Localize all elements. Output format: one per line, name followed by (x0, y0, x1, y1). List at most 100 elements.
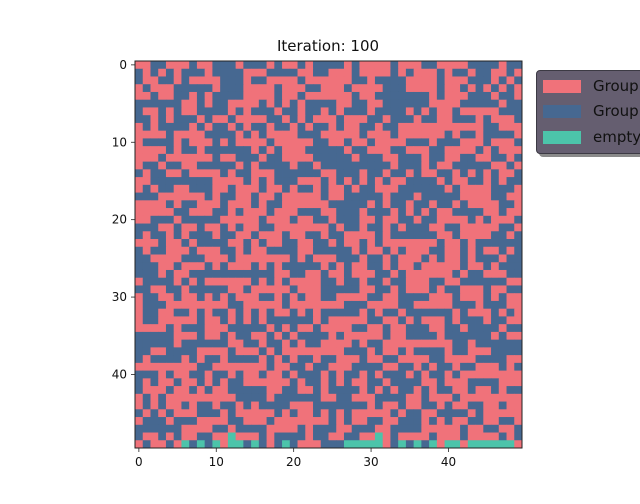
heatmap-cell (398, 424, 407, 433)
heatmap-cell (204, 386, 213, 395)
heatmap-cell (429, 130, 438, 139)
heatmap-cell (336, 161, 345, 170)
heatmap-cell (158, 68, 167, 77)
heatmap-cell (413, 285, 422, 294)
heatmap-cell (498, 378, 507, 387)
heatmap-cell (413, 417, 422, 426)
heatmap-cell (514, 76, 523, 85)
heatmap-cell (413, 215, 422, 224)
heatmap-cell (405, 254, 415, 263)
heatmap-cell (506, 122, 515, 132)
heatmap-cell (413, 262, 422, 271)
heatmap-cell (173, 401, 182, 410)
heatmap-cell (196, 440, 206, 449)
heatmap-cell (452, 122, 461, 132)
heatmap-cell (336, 401, 345, 410)
heatmap-cell (390, 339, 399, 348)
heatmap-cell (135, 115, 144, 124)
heatmap-cell (150, 192, 159, 201)
heatmap-cell (181, 91, 190, 101)
heatmap-cell (282, 277, 291, 286)
heatmap-cell (313, 169, 322, 178)
heatmap-cell (150, 339, 159, 348)
heatmap-cell (444, 393, 453, 402)
heatmap-cell (243, 91, 252, 101)
heatmap-cell (258, 122, 267, 132)
heatmap-cell (382, 293, 391, 302)
heatmap-cell (382, 215, 391, 224)
heatmap-cell (351, 138, 360, 147)
heatmap-cell (227, 269, 237, 279)
heatmap-cell (135, 107, 144, 116)
heatmap-cell (282, 432, 291, 441)
heatmap-cell (289, 99, 298, 108)
heatmap-cell (243, 417, 252, 426)
heatmap-cell (297, 386, 306, 395)
heatmap-cell (274, 269, 283, 279)
heatmap-cell (413, 99, 422, 108)
heatmap-cell (251, 91, 260, 101)
heatmap-cell (429, 107, 438, 116)
heatmap-cell (220, 161, 229, 170)
heatmap-cell (220, 177, 229, 186)
heatmap-cell (266, 138, 275, 147)
heatmap-cell (367, 76, 376, 85)
heatmap-cell (235, 138, 244, 147)
heatmap-cell (212, 277, 221, 286)
heatmap-cell (282, 262, 291, 271)
heatmap-cell (158, 370, 167, 379)
heatmap-cell (235, 409, 244, 418)
heatmap-cell (289, 84, 298, 93)
heatmap-cell (460, 208, 469, 217)
heatmap-cell (421, 355, 430, 364)
heatmap-cell (227, 362, 237, 371)
heatmap-cell (491, 393, 500, 402)
heatmap-cell (243, 424, 252, 433)
heatmap-cell (297, 424, 306, 433)
heatmap-cell (243, 393, 252, 402)
heatmap-cell (436, 269, 445, 279)
heatmap-cell (320, 424, 329, 433)
heatmap-cell (313, 91, 322, 101)
heatmap-cell (351, 146, 360, 155)
heatmap-cell (390, 208, 399, 217)
heatmap-cell (258, 269, 267, 279)
heatmap-cell (135, 61, 144, 70)
heatmap-cell (514, 231, 523, 240)
heatmap-cell (158, 84, 167, 93)
heatmap-cell (382, 277, 391, 286)
heatmap-cell (181, 339, 190, 348)
heatmap-cell (444, 223, 453, 232)
heatmap-cell (351, 254, 360, 263)
heatmap-cell (212, 432, 221, 441)
heatmap-cell (204, 409, 213, 418)
heatmap-cell (444, 355, 453, 364)
heatmap-cell (204, 362, 213, 371)
heatmap-cell (475, 347, 484, 356)
heatmap-cell (498, 138, 507, 147)
heatmap-cell (398, 370, 407, 379)
heatmap-cell (142, 409, 151, 418)
heatmap-cell (444, 308, 453, 317)
heatmap-cell (460, 200, 469, 209)
heatmap-cell (158, 393, 167, 402)
heatmap-cell (467, 316, 476, 325)
heatmap-cell (351, 262, 360, 271)
heatmap-cell (320, 440, 329, 449)
heatmap-cell (460, 192, 469, 201)
heatmap-cell (374, 393, 384, 402)
heatmap-cell (220, 122, 229, 132)
heatmap-cell (313, 84, 322, 93)
heatmap-cell (227, 293, 237, 302)
heatmap-cell (227, 324, 237, 333)
heatmap-cell (483, 424, 492, 433)
heatmap-cell (382, 254, 391, 263)
heatmap-cell (313, 393, 322, 402)
heatmap-cell (266, 378, 275, 387)
heatmap-cell (150, 91, 159, 101)
heatmap-cell (382, 177, 391, 186)
heatmap-cell (212, 115, 221, 124)
heatmap-cell (328, 76, 337, 85)
heatmap-cell (343, 285, 353, 294)
heatmap-cell (189, 138, 198, 147)
